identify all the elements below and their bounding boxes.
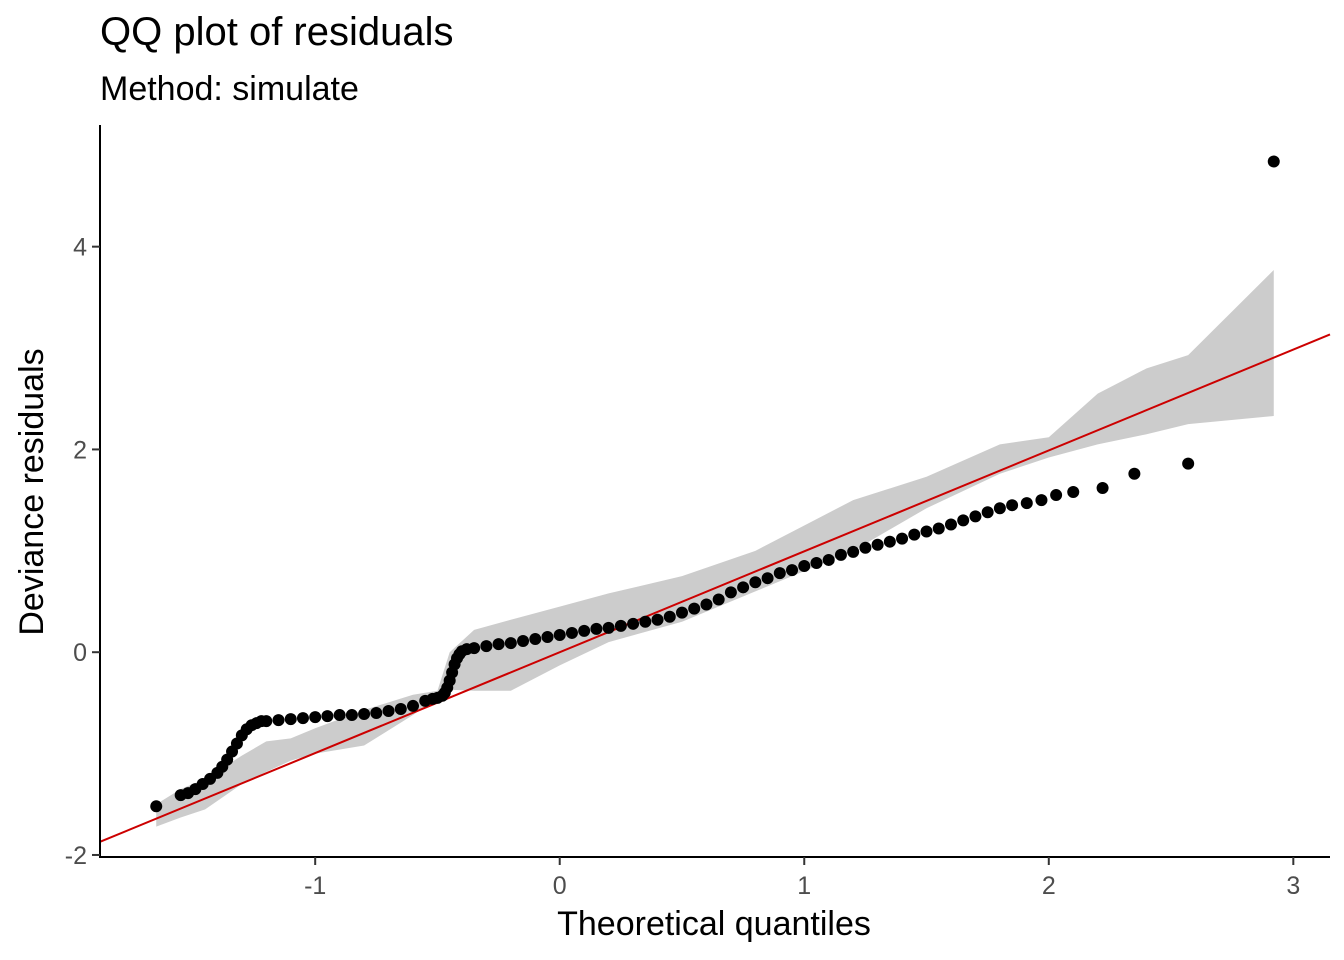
data-point	[1267, 155, 1280, 168]
data-point	[675, 606, 688, 619]
data-point	[724, 586, 737, 599]
data-point	[627, 617, 640, 630]
data-point	[480, 640, 493, 653]
data-point	[578, 624, 591, 637]
data-point	[468, 642, 481, 655]
data-point	[1006, 499, 1019, 512]
data-point	[1067, 486, 1080, 499]
data-point	[883, 535, 896, 548]
data-point	[944, 518, 957, 531]
chart-title: QQ plot of residuals	[100, 10, 454, 54]
y-tick-label: 4	[73, 234, 87, 262]
data-point	[150, 800, 163, 813]
confidence-band	[156, 269, 1274, 827]
data-point	[639, 615, 652, 628]
data-point	[394, 702, 407, 715]
data-point	[333, 709, 346, 722]
data-point	[773, 567, 786, 580]
data-point	[504, 637, 517, 650]
data-point	[663, 610, 676, 623]
data-point	[272, 714, 285, 727]
data-point	[1096, 481, 1109, 494]
data-point	[749, 576, 762, 589]
axes-layer: -1 0 1 2 3 -2 0 2 4	[65, 125, 1330, 900]
data-point	[553, 628, 566, 641]
data-point	[651, 613, 664, 626]
data-point	[810, 556, 823, 569]
x-axis-title: Theoretical quantiles	[557, 905, 871, 943]
data-point	[688, 602, 701, 615]
data-point	[786, 564, 799, 577]
data-point	[1128, 467, 1141, 480]
data-point	[382, 705, 395, 718]
data-point	[407, 699, 420, 712]
data-point	[737, 581, 750, 594]
data-point	[517, 635, 530, 648]
data-point	[565, 626, 578, 639]
data-point	[614, 619, 627, 632]
x-tick-label: 1	[797, 872, 811, 900]
confidence-band-layer	[156, 269, 1274, 827]
data-point	[798, 560, 811, 573]
data-point	[700, 598, 713, 611]
data-point	[981, 506, 994, 519]
data-point	[296, 712, 309, 725]
data-point	[859, 541, 872, 554]
reference-line-layer	[99, 333, 1331, 843]
data-point	[345, 709, 358, 722]
data-points-layer	[150, 155, 1280, 813]
data-point	[358, 708, 371, 721]
data-point	[908, 528, 921, 541]
data-point	[932, 522, 945, 535]
data-point	[761, 572, 774, 585]
x-tick-label: -1	[304, 872, 326, 900]
data-point	[920, 525, 933, 538]
x-tick-label: 0	[553, 872, 567, 900]
data-point	[1182, 457, 1195, 470]
data-point	[1050, 489, 1063, 502]
data-point	[969, 510, 982, 523]
data-point	[309, 711, 322, 724]
x-tick-label: 3	[1286, 872, 1300, 900]
data-point	[847, 545, 860, 558]
data-point	[260, 715, 273, 728]
data-point	[871, 538, 884, 551]
data-point	[602, 621, 615, 634]
reference-line	[99, 333, 1331, 843]
data-point	[1035, 494, 1048, 507]
y-axis-title: Deviance residuals	[13, 348, 51, 635]
data-point	[993, 502, 1006, 515]
data-point	[712, 593, 725, 606]
y-tick-label: 2	[73, 436, 87, 464]
data-point	[541, 630, 554, 643]
y-tick-label: 0	[73, 639, 87, 667]
y-tick-label: -2	[65, 842, 87, 870]
data-point	[822, 553, 835, 566]
data-point	[284, 713, 297, 726]
data-point	[1020, 497, 1033, 510]
data-point	[896, 532, 909, 545]
data-point	[590, 622, 603, 635]
data-point	[529, 633, 542, 646]
data-point	[492, 638, 505, 651]
data-point	[834, 548, 847, 561]
data-point	[321, 710, 334, 723]
data-point	[957, 514, 970, 527]
data-point	[370, 707, 383, 720]
x-tick-label: 2	[1042, 872, 1056, 900]
chart-subtitle: Method: simulate	[100, 70, 359, 108]
